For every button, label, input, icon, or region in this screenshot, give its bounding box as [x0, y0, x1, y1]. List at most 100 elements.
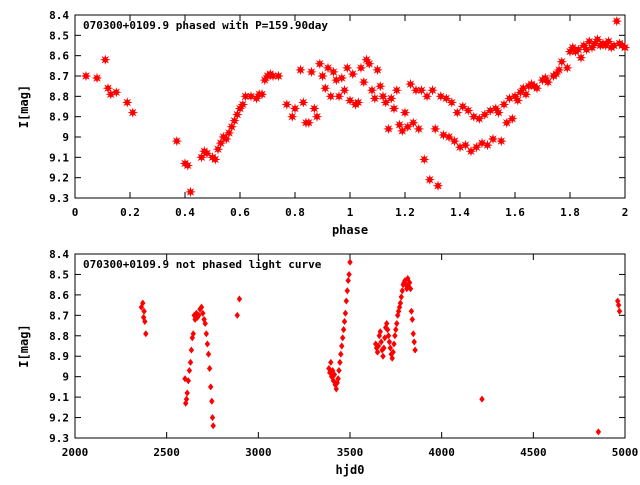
- unphased-data-point: [210, 422, 216, 430]
- phased-data-point: [430, 123, 441, 135]
- phased-data-point: [465, 145, 477, 157]
- unphased-data-point: [392, 332, 398, 340]
- unphased-data-point: [184, 389, 190, 397]
- unphased-data-points: [138, 258, 623, 436]
- phased-data-point: [452, 107, 463, 118]
- phased-data-point: [369, 93, 381, 104]
- unphased-data-point: [595, 428, 602, 436]
- unphased-data-point: [382, 334, 388, 342]
- phased-x-tick-label: 0.6: [230, 206, 250, 219]
- unphased-data-point: [397, 299, 404, 307]
- unphased-data-point: [333, 385, 339, 393]
- unphased-data-point: [406, 279, 413, 287]
- phased-data-point: [333, 90, 345, 102]
- phased-data-point: [471, 141, 482, 153]
- phased-data-point: [256, 89, 268, 100]
- phased-data-point: [603, 36, 614, 47]
- unphased-data-point: [234, 311, 240, 319]
- unphased-y-tick-label: 9.1: [49, 391, 69, 404]
- phased-data-point: [342, 62, 353, 74]
- unphased-data-point: [188, 346, 195, 354]
- phased-y-tick-label: 8.5: [49, 29, 69, 42]
- phased-data-point: [80, 70, 92, 82]
- phased-data-point: [311, 111, 323, 123]
- unphased-data-point: [187, 358, 194, 366]
- unphased-y-tick-label: 9: [62, 371, 69, 384]
- phased-data-point: [408, 117, 419, 128]
- phased-data-point: [215, 137, 227, 149]
- phased-y-tick-label: 8.7: [49, 70, 69, 83]
- unphased-data-point: [394, 320, 400, 328]
- phased-data-point: [372, 64, 383, 76]
- unphased-data-point: [616, 307, 623, 315]
- unphased-data-point: [410, 330, 416, 338]
- phased-data-point: [380, 97, 391, 108]
- unphased-data-point: [329, 367, 336, 375]
- phased-x-axis-label: phase: [332, 223, 368, 237]
- phased-x-tick-label: 0.4: [175, 206, 195, 219]
- phased-data-point: [413, 123, 425, 135]
- phased-y-axis-label: I[mag]: [17, 85, 31, 128]
- unphased-x-tick-label: 2000: [62, 446, 89, 459]
- phased-data-point: [443, 131, 455, 143]
- phased-data-points: [80, 15, 631, 198]
- phased-data-point: [416, 84, 427, 96]
- phased-data-point: [399, 107, 411, 118]
- phased-data-point: [366, 84, 378, 96]
- unphased-x-tick-label: 4000: [428, 446, 455, 459]
- phased-data-point: [531, 82, 543, 94]
- phased-data-point: [289, 103, 301, 114]
- phased-data-point: [474, 113, 485, 124]
- phased-x-tick-label: 1.6: [505, 206, 525, 219]
- unphased-data-point: [615, 301, 622, 309]
- unphased-data-point: [143, 330, 149, 338]
- phased-data-point: [405, 78, 416, 90]
- unphased-data-point: [345, 277, 351, 285]
- unphased-data-point: [399, 287, 405, 295]
- phased-data-point: [386, 93, 397, 104]
- phased-data-point: [232, 109, 243, 120]
- phased-data-point: [298, 97, 309, 108]
- unphased-data-point: [391, 340, 397, 348]
- unphased-data-point: [375, 342, 382, 350]
- phased-data-point: [611, 15, 623, 27]
- phased-data-point: [127, 107, 139, 118]
- unphased-data-point: [384, 326, 391, 334]
- unphased-x-tick-label: 3000: [245, 446, 272, 459]
- phased-data-point: [419, 154, 430, 165]
- unphased-data-point: [479, 395, 485, 403]
- unphased-x-tick-label: 3500: [337, 446, 364, 459]
- unphased-y-tick-label: 8.7: [49, 309, 69, 322]
- unphased-data-point: [386, 338, 393, 346]
- unphased-data-point: [407, 285, 414, 293]
- unphased-data-point: [330, 377, 337, 385]
- unphased-y-tick-label: 8.4: [49, 248, 69, 261]
- phased-data-point: [201, 148, 213, 159]
- unphased-data-point: [204, 340, 211, 348]
- phased-data-point: [122, 97, 133, 108]
- unphased-data-point: [202, 320, 208, 328]
- phased-x-tick-label: 0.2: [120, 206, 140, 219]
- phased-y-tick-label: 9.3: [49, 192, 69, 205]
- phased-y-ticks: 8.4 8.5 8.6 8.7 8.8 8.9 9 9.1 9.2 9.3: [49, 9, 625, 205]
- phased-data-point: [553, 64, 565, 76]
- phased-data-point: [501, 117, 513, 128]
- phased-data-point: [339, 84, 350, 96]
- phased-data-point: [91, 72, 103, 84]
- phased-data-point: [507, 113, 518, 124]
- phased-data-point: [427, 84, 438, 96]
- phased-data-point: [210, 154, 221, 165]
- unphased-data-point: [209, 397, 215, 405]
- phased-data-point: [562, 62, 573, 74]
- phased-y-tick-label: 8.8: [49, 90, 69, 103]
- phased-data-point: [619, 42, 631, 53]
- phased-data-point: [498, 99, 510, 110]
- unphased-x-tick-label: 4500: [520, 446, 547, 459]
- phased-data-point: [306, 66, 317, 78]
- phased-data-point: [325, 91, 337, 102]
- unphased-data-point: [346, 270, 352, 278]
- unphased-data-point: [236, 295, 243, 303]
- unphased-data-point: [374, 348, 381, 356]
